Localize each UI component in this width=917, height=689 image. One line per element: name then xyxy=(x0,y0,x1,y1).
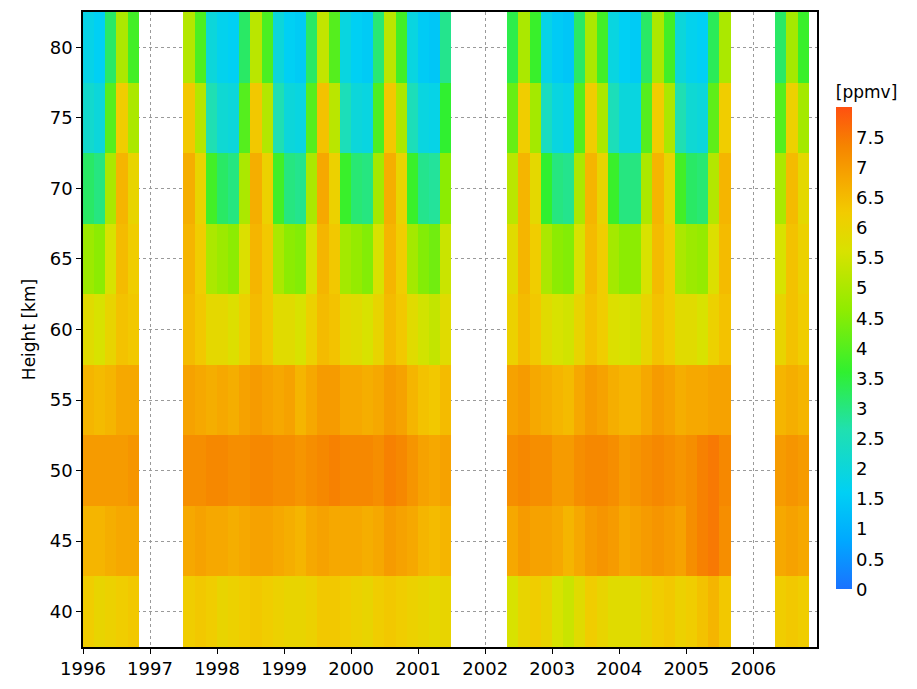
svg-text:[ppmv]: [ppmv] xyxy=(836,82,897,102)
svg-text:3.5: 3.5 xyxy=(856,368,885,389)
svg-text:2006: 2006 xyxy=(730,658,776,679)
svg-text:75: 75 xyxy=(50,107,73,128)
svg-text:1997: 1997 xyxy=(127,658,173,679)
svg-text:5.5: 5.5 xyxy=(856,247,885,268)
svg-text:1999: 1999 xyxy=(261,658,307,679)
svg-text:80: 80 xyxy=(50,37,73,58)
svg-text:2004: 2004 xyxy=(596,658,642,679)
svg-text:3: 3 xyxy=(856,398,867,419)
svg-text:Height [km]: Height [km] xyxy=(19,279,39,380)
svg-text:6.5: 6.5 xyxy=(856,187,885,208)
svg-text:7.5: 7.5 xyxy=(856,127,885,148)
svg-text:2000: 2000 xyxy=(328,658,374,679)
svg-text:1998: 1998 xyxy=(194,658,240,679)
svg-text:1996: 1996 xyxy=(60,658,106,679)
svg-text:6: 6 xyxy=(856,217,867,238)
svg-text:2005: 2005 xyxy=(663,658,709,679)
svg-text:65: 65 xyxy=(50,248,73,269)
svg-text:1.5: 1.5 xyxy=(856,488,885,509)
svg-text:2001: 2001 xyxy=(395,658,441,679)
svg-text:4.5: 4.5 xyxy=(856,308,885,329)
svg-text:0: 0 xyxy=(856,579,867,600)
svg-text:2: 2 xyxy=(856,458,867,479)
svg-text:2002: 2002 xyxy=(462,658,508,679)
svg-text:50: 50 xyxy=(50,460,73,481)
svg-text:45: 45 xyxy=(50,530,73,551)
svg-text:2003: 2003 xyxy=(529,658,575,679)
svg-text:4: 4 xyxy=(856,338,867,359)
svg-text:2.5: 2.5 xyxy=(856,428,885,449)
svg-text:60: 60 xyxy=(50,319,73,340)
svg-text:55: 55 xyxy=(50,389,73,410)
svg-text:5: 5 xyxy=(856,277,867,298)
svg-text:7: 7 xyxy=(856,157,867,178)
svg-text:40: 40 xyxy=(50,601,73,622)
svg-text:70: 70 xyxy=(50,178,73,199)
svg-text:0.5: 0.5 xyxy=(856,549,885,570)
svg-text:1: 1 xyxy=(856,518,867,539)
